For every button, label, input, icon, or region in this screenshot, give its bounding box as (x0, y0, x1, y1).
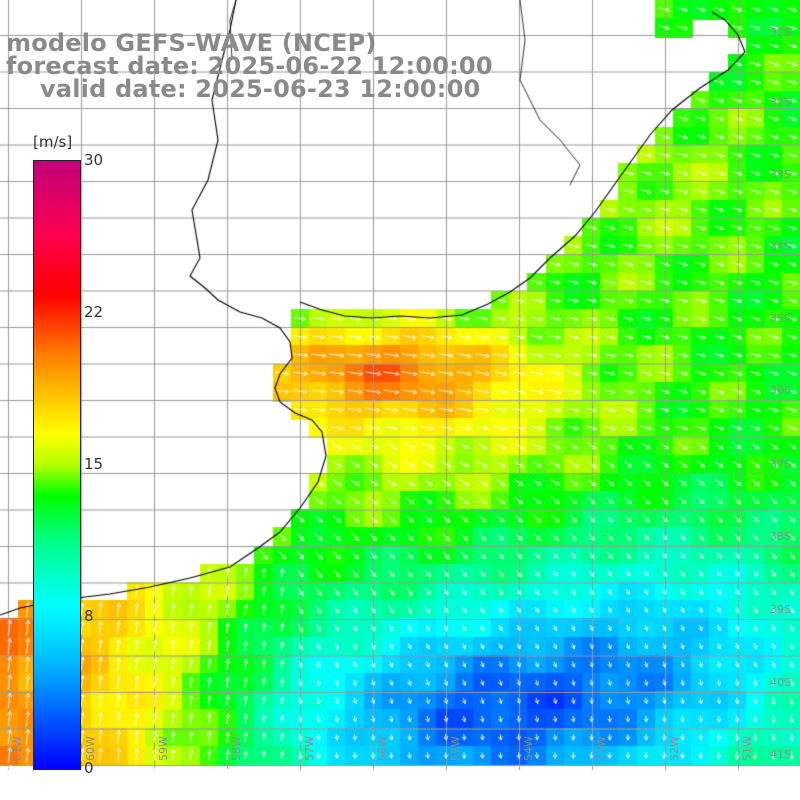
colorbar-unit: [m/s] (33, 133, 73, 151)
lat-label-37s: 37S (770, 458, 791, 471)
colorbar-tick-22: 22 (84, 303, 104, 321)
lon-label-52w: 52W (667, 736, 681, 761)
colorbar-tick-8: 8 (84, 607, 94, 625)
lon-label-56w: 56W (375, 736, 389, 761)
lat-label-38s: 38S (770, 530, 791, 543)
lat-label-35s: 35S (770, 312, 791, 325)
lon-label-51w: 51W (740, 736, 754, 761)
lat-label-36s: 36S (770, 384, 791, 397)
colorbar (33, 160, 81, 770)
forecast-date: forecast date: 2025-06-22 12:00:00 (6, 52, 493, 80)
lat-label-34s: 34S (770, 240, 791, 253)
lon-label-60w: 60W (83, 736, 97, 761)
lon-label-57w: 57W (302, 736, 316, 761)
lon-label-58w: 58W (229, 736, 243, 761)
valid-date: valid date: 2025-06-23 12:00:00 (40, 75, 481, 103)
colorbar-tick-15: 15 (84, 455, 104, 473)
lon-label-53w: 53W (594, 736, 608, 761)
lat-label-32s: 32S (770, 26, 791, 39)
lon-label-55w: 55W (448, 736, 462, 761)
lon-label-54w: 54W (521, 736, 535, 761)
lon-label-59w: 59W (156, 736, 170, 761)
model-title: modelo GEFS-WAVE (NCEP) (6, 29, 377, 57)
colorbar-tick-0: 0 (84, 759, 94, 777)
lat-label-40s: 40S (770, 676, 791, 689)
lat-label-32s-b: 32S (770, 96, 791, 109)
lat-label-39s: 39S (770, 603, 791, 616)
lat-label-41s: 41S (770, 748, 791, 761)
lat-label-33s: 33S (770, 168, 791, 181)
lon-label-61w: 61W (10, 736, 24, 761)
colorbar-tick-30: 30 (84, 151, 104, 169)
